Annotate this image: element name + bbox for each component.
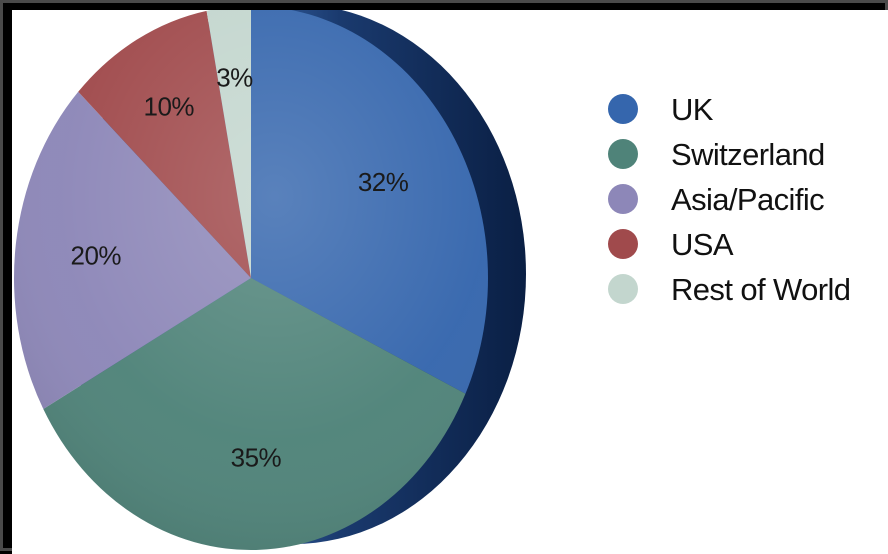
legend-item-usa: USA <box>608 227 734 262</box>
chart-canvas: 32% 35% 20% 10% 3% UK Switzerland Asia/Pacific… <box>12 10 888 554</box>
legend-label-rest-of-world: Rest of World <box>671 272 850 307</box>
legend-label-asia-pacific: Asia/Pacific <box>671 182 824 217</box>
legend-swatch-uk <box>608 94 638 124</box>
legend: UK Switzerland Asia/Pacific USA Rest of Worl… <box>608 92 851 307</box>
slice-label-switzerland: 35% <box>231 442 282 472</box>
legend-item-switzerland: Switzerland <box>608 137 825 172</box>
legend-swatch-rest-of-world <box>608 274 638 304</box>
pie-highlight <box>14 10 488 550</box>
legend-label-switzerland: Switzerland <box>671 137 825 172</box>
slice-label-usa: 10% <box>144 91 195 121</box>
slice-labels: 32% 35% 20% 10% 3% <box>71 63 410 473</box>
pie-gloss <box>14 10 488 550</box>
pie-chart: 32% 35% 20% 10% 3% UK Switzerland Asia/Pacific… <box>13 10 851 550</box>
legend-swatch-asia-pacific <box>608 184 638 214</box>
slice-label-rest-of-world: 3% <box>216 63 253 93</box>
slice-label-uk: 32% <box>358 167 409 197</box>
legend-label-usa: USA <box>671 227 734 262</box>
legend-swatch-switzerland <box>608 139 638 169</box>
legend-item-uk: UK <box>608 92 714 127</box>
legend-label-uk: UK <box>671 92 714 127</box>
legend-item-asia-pacific: Asia/Pacific <box>608 182 825 217</box>
legend-item-rest-of-world: Rest of World <box>608 272 851 307</box>
slice-label-asia-pacific: 20% <box>71 241 122 271</box>
legend-swatch-usa <box>608 229 638 259</box>
